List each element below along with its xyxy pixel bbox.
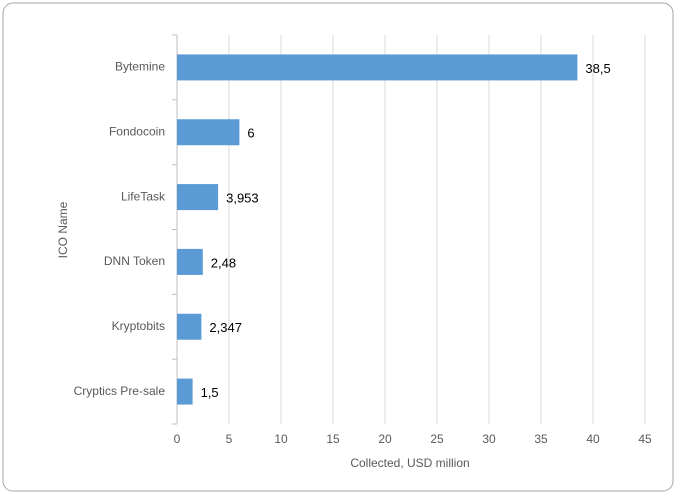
x-tick-label: 0 [174, 432, 181, 446]
y-tick-label: LifeTask [121, 189, 166, 203]
bar [177, 184, 219, 211]
value-label: 3,953 [226, 191, 259, 206]
x-tick-label: 10 [274, 432, 288, 446]
chart-border [2, 2, 674, 492]
x-tick-label: 20 [378, 432, 392, 446]
value-label: 1,5 [201, 385, 219, 400]
x-tick-label: 15 [326, 432, 340, 446]
y-tick-label: Kryptobits [112, 319, 165, 333]
bar [177, 119, 240, 146]
x-tick-label: 5 [226, 432, 233, 446]
x-tick-label: 30 [482, 432, 496, 446]
value-label: 38,5 [585, 61, 610, 76]
x-tick-label: 40 [586, 432, 600, 446]
x-tick-label: 45 [638, 432, 652, 446]
y-tick-label: Cryptics Pre-sale [74, 384, 166, 398]
value-label: 6 [247, 126, 254, 141]
bar [177, 248, 203, 275]
y-tick-label: Bytemine [115, 60, 165, 74]
value-label: 2,48 [211, 255, 236, 270]
y-tick-label: DNN Token [104, 254, 165, 268]
y-axis-title: ICO Name [56, 201, 70, 258]
x-tick-label: 25 [430, 432, 444, 446]
x-axis-title: Collected, USD million [350, 456, 469, 470]
x-tick-label: 35 [534, 432, 548, 446]
bar [177, 378, 193, 405]
bar [177, 313, 202, 340]
y-tick-label: Fondocoin [109, 124, 165, 138]
bar [177, 54, 578, 81]
value-label: 2,347 [209, 320, 242, 335]
